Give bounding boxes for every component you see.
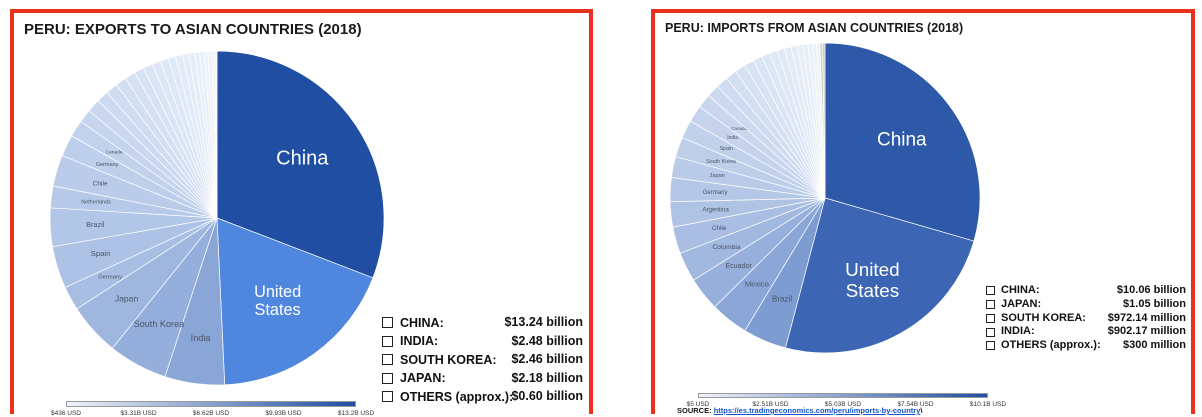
legend-item-india: INDIA: $902.17 million <box>986 325 1186 339</box>
legend-item-japan: JAPAN: $1.05 billion <box>986 298 1186 312</box>
slice-label-spain: Spain <box>91 249 111 258</box>
legend-value: $2.18 billion <box>511 370 583 385</box>
legend-value: $1.05 billion <box>1123 297 1186 310</box>
imports-chart-panel: PERU: IMPORTS FROM ASIAN COUNTRIES (2018… <box>651 9 1195 415</box>
slice-label-colombia: Colombia <box>712 244 741 251</box>
legend-label: JAPAN: <box>1001 297 1042 310</box>
legend-value: $972.14 million <box>1107 311 1186 324</box>
slice-label-netherlands: Netherlands <box>81 200 111 206</box>
legend-item-china: CHINA: $13.24 billion <box>382 313 583 332</box>
slice-label-china: China <box>276 148 329 170</box>
slice-label-brazil: Brazil <box>772 294 792 303</box>
checkbox-icon <box>986 327 995 337</box>
slice-label-south-korea: South Korea <box>134 320 185 330</box>
pie-slice-united-states <box>785 197 975 354</box>
legend-value: $300 million <box>1123 339 1186 352</box>
pie-slice-china <box>216 50 385 279</box>
slice-label-united-states: United States <box>845 260 900 302</box>
checkbox-icon <box>986 286 995 296</box>
imports-color-scale <box>698 393 988 398</box>
slice-label-germany: Germany <box>703 190 728 196</box>
source-note: SOURCE: https://es.tradingeconomics.com/… <box>677 406 922 415</box>
checkbox-icon <box>382 372 393 384</box>
legend-value: $902.17 million <box>1107 325 1186 338</box>
checkbox-icon <box>382 335 393 347</box>
checkbox-icon <box>382 317 393 329</box>
color-scale-tick-label: $10.1B USD <box>969 401 1007 408</box>
slice-label-ecuador: Ecuador <box>725 262 752 270</box>
checkbox-icon <box>986 300 995 310</box>
source-link[interactable]: https://es.tradingeconomics.com/peru/imp… <box>713 406 921 415</box>
legend-label: CHINA: <box>400 315 444 330</box>
legend-item-india: INDIA: $2.48 billion <box>382 332 583 351</box>
slice-label-argentina: Argentina <box>702 206 729 213</box>
color-scale-tick-label: $5 USD <box>686 401 710 408</box>
slice-label-germany: Germany <box>96 163 119 169</box>
exports-pie-chart: China United States India South Korea Japan Ge… <box>49 50 385 386</box>
exports-chart-title: PERU: EXPORTS TO ASIAN COUNTRIES (2018) <box>24 21 362 38</box>
legend-label: INDIA: <box>400 334 439 349</box>
imports-legend: CHINA: $10.06 billion JAPAN: $1.05 billion S… <box>986 284 1186 353</box>
slice-label-chile: Chile <box>93 180 108 187</box>
legend-value: $2.48 billion <box>511 333 583 348</box>
source-label: SOURCE: <box>677 406 712 415</box>
color-scale-tick-label: $2.51B USD <box>752 401 789 408</box>
legend-label: OTHERS (approx.): <box>1001 339 1101 352</box>
slice-label-india: India <box>727 136 738 142</box>
slice-label-united-states: United States <box>254 283 301 319</box>
legend-label: SOUTH KOREA: <box>1001 311 1086 324</box>
slice-label-brazil: Brazil <box>86 220 105 229</box>
pie-slice-other-31 <box>822 42 826 199</box>
legend-item-others-approx: OTHERS (approx.): $300 million <box>986 339 1186 353</box>
legend-label: SOUTH KOREA: <box>400 352 497 367</box>
legend-item-south-korea: SOUTH KOREA: $972.14 million <box>986 312 1186 326</box>
exports-legend: CHINA: $13.24 billion INDIA: $2.48 billion S… <box>382 313 583 406</box>
legend-item-south-korea: SOUTH KOREA: $2.46 billion <box>382 350 583 369</box>
legend-label: INDIA: <box>1001 325 1035 338</box>
checkbox-icon <box>382 391 393 403</box>
source-suffix: \ <box>920 406 923 415</box>
legend-label: JAPAN: <box>400 371 446 386</box>
slice-label-germany: Germany <box>98 274 122 280</box>
checkbox-icon <box>986 313 995 323</box>
legend-item-others-approx: OTHERS (approx.): $0.60 billion <box>382 387 583 406</box>
legend-value: $0.60 billion <box>511 389 583 403</box>
slice-label-mexico: Mexico <box>745 279 769 288</box>
color-scale-tick-label: $5.03B USD <box>824 401 862 408</box>
color-scale-tick-label: $7.54B USD <box>897 401 934 408</box>
slice-label-canada: Canada <box>731 126 748 131</box>
slice-label-south-korea: South Korea <box>706 159 736 165</box>
slice-label-japan: Japan <box>710 173 725 179</box>
imports-chart-title: PERU: IMPORTS FROM ASIAN COUNTRIES (2018… <box>665 21 964 35</box>
slice-label-china: China <box>877 129 927 150</box>
slice-label-canada: Canada <box>106 150 123 156</box>
checkbox-icon <box>382 354 393 366</box>
legend-item-japan: JAPAN: $2.18 billion <box>382 369 583 388</box>
pie-slice-china <box>824 42 981 242</box>
checkbox-icon <box>986 341 995 351</box>
pie-slice-other-31 <box>214 50 218 219</box>
pie-slice-united-states <box>216 217 374 386</box>
legend-value: $2.46 billion <box>511 352 583 366</box>
legend-label: OTHERS (approx.): <box>400 389 514 404</box>
slice-label-japan: Japan <box>115 294 139 304</box>
slice-label-india: India <box>191 333 212 343</box>
legend-label: CHINA: <box>1001 284 1040 296</box>
legend-value: $10.06 billion <box>1116 284 1186 296</box>
exports-color-scale <box>66 401 356 407</box>
legend-item-china: CHINA: $10.06 billion <box>986 284 1186 298</box>
slice-label-chile: Chile <box>712 225 727 232</box>
exports-chart-panel: PERU: EXPORTS TO ASIAN COUNTRIES (2018) … <box>10 9 593 417</box>
legend-value: $13.24 billion <box>504 315 583 329</box>
slice-label-spain: Spain <box>720 147 733 153</box>
